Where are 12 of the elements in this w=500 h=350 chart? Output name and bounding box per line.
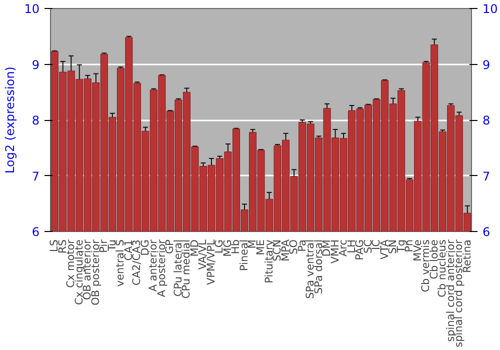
y2-tick-label: 6 (482, 225, 490, 239)
y-tick-label: 8 (32, 114, 40, 128)
y-tick-label: 10 (24, 2, 40, 16)
y-tick-label: 9 (32, 58, 40, 72)
y-tick-label: 7 (32, 169, 40, 184)
y2-tick-label: 8 (482, 114, 490, 128)
y2-tick-label: 10 (482, 2, 498, 16)
y-tick-label: 6 (32, 225, 40, 239)
x-tick-label: Pituitary (263, 239, 276, 284)
y-axis-title: Log2 (expression) (3, 66, 18, 174)
y2-tick-label: 9 (482, 58, 490, 72)
y2-tick-label: 7 (482, 169, 490, 184)
